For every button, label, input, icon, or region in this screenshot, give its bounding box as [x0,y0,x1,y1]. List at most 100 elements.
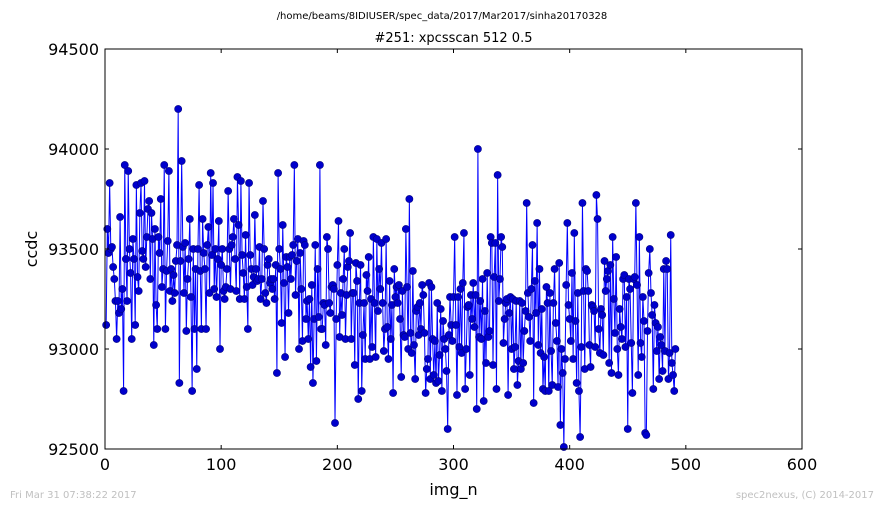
data-point [493,171,502,179]
data-point [437,387,446,395]
data-point [411,375,420,383]
data-point [405,195,414,203]
data-point [152,301,161,309]
data-point [564,301,573,309]
data-point [558,369,567,377]
data-point [555,259,564,267]
data-point [168,297,177,305]
data-point [153,325,162,333]
data-point [415,299,424,307]
data-point [297,285,306,293]
data-point [316,161,324,169]
data-point [232,287,241,295]
data-point [346,229,355,237]
data-point [418,281,427,289]
data-point [520,327,529,335]
data-point [606,261,615,269]
data-point [394,281,403,289]
data-point [182,327,191,335]
data-point [170,289,179,297]
data-point [654,323,662,331]
data-point [304,335,313,343]
data-point [505,309,514,317]
data-point [622,293,631,301]
data-point [400,333,409,341]
data-point [199,249,208,257]
data-point [600,257,609,265]
data-point [350,361,359,369]
data-point [650,301,659,309]
data-point [389,389,397,397]
data-point [283,263,292,271]
data-point [485,327,494,335]
data-point [477,335,486,343]
data-point [175,379,184,387]
data-point [396,315,404,323]
data-point [289,241,298,249]
data-point [492,385,501,393]
data-point [656,333,665,341]
data-point [483,269,492,277]
data-point [397,373,406,381]
data-point [240,295,249,303]
data-point [513,381,522,389]
data-point [637,353,646,361]
data-point [228,233,237,241]
data-point [562,281,571,289]
data-point [450,233,459,241]
y-tick-label: 93500 [48,240,99,259]
data-point [347,335,356,343]
data-point [458,279,467,287]
data-point [290,161,299,169]
data-point [269,275,278,283]
data-point [497,233,506,241]
data-point [644,269,653,277]
data-point [169,271,178,279]
data-point [479,397,488,405]
data-point [575,387,583,395]
data-point [227,241,236,249]
data-point [429,371,438,379]
data-point [618,335,626,343]
data-point [139,255,148,263]
data-point [119,387,128,395]
data-point [419,291,428,299]
data-point [212,293,221,301]
data-point [476,297,485,305]
data-point [281,353,289,361]
data-point [535,265,544,273]
data-point [615,305,624,313]
data-point [122,255,130,263]
data-point [390,265,399,273]
data-point [161,325,170,333]
data-point [332,315,341,323]
data-point [220,295,229,303]
data-point [482,359,490,367]
data-point [578,199,587,207]
data-point [324,245,332,253]
data-point [313,265,322,273]
data-point [214,217,223,225]
data-point [666,231,675,239]
data-point [125,245,134,253]
data-point [314,313,323,321]
data-point [295,345,303,353]
data-point [108,243,116,251]
data-point [586,363,595,371]
data-point [478,275,487,283]
data-point [123,297,131,305]
footer-timestamp: Fri Mar 31 07:38:22 2017 [10,490,137,501]
data-point [329,285,338,293]
data-point [147,209,156,217]
data-point [635,233,644,241]
data-point [522,199,531,207]
x-axis-label: img_n [429,480,477,500]
data-point [662,257,670,265]
data-point [504,391,512,399]
y-tick-label: 94500 [48,40,99,59]
data-point [519,359,528,367]
data-point [468,315,476,323]
data-point [379,347,388,355]
data-point [472,405,481,413]
data-point [612,253,621,261]
